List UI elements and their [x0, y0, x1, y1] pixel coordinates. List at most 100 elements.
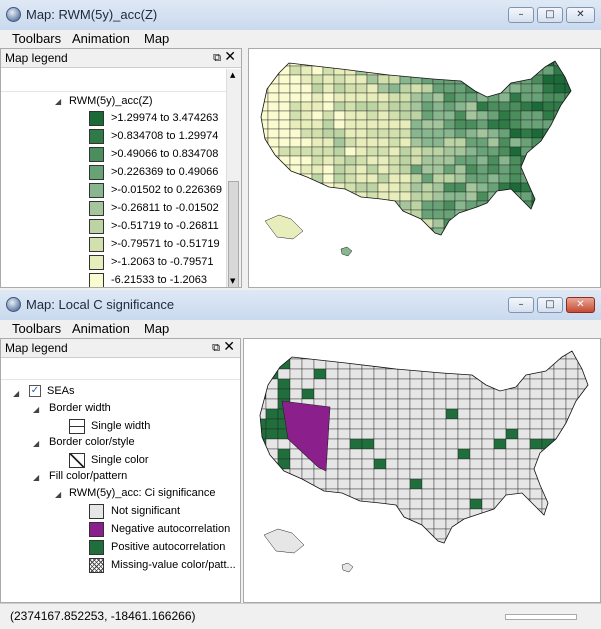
region-cell — [517, 408, 531, 420]
expand-triangle-icon[interactable]: ◢ — [33, 439, 40, 448]
close-icon[interactable]: ✕ — [223, 339, 235, 355]
region-cell — [301, 528, 315, 540]
region-cell — [564, 65, 571, 76]
legend-swatch — [89, 273, 104, 287]
close-icon[interactable]: ✕ — [224, 49, 236, 65]
region-cell — [377, 164, 390, 175]
region-cell — [553, 538, 567, 543]
region-cell — [517, 388, 531, 400]
region-cell — [421, 191, 434, 202]
expand-triangle-icon[interactable]: ◢ — [33, 405, 40, 414]
region-cell — [509, 182, 522, 193]
region-cell — [443, 146, 456, 157]
region-cell — [421, 388, 435, 400]
region-cell — [432, 119, 445, 130]
region-cell — [493, 408, 507, 420]
region-cell — [356, 237, 367, 246]
region-cell — [322, 83, 335, 94]
region-cell — [476, 182, 489, 193]
region-cell — [355, 101, 368, 112]
region-cell — [399, 137, 412, 148]
region-cell — [333, 92, 346, 103]
region-cell — [481, 368, 495, 380]
region-cell — [590, 419, 601, 429]
border-width-swatch — [69, 419, 85, 434]
close-button[interactable]: ✕ — [566, 7, 595, 23]
region-cell — [325, 508, 339, 520]
region-cell — [397, 378, 411, 390]
region-cell — [325, 518, 339, 530]
maximize-button[interactable]: □ — [537, 297, 563, 313]
region-cell — [289, 191, 302, 202]
title-bar[interactable]: Map: RWM(5y)_acc(Z) – □ ✕ — [0, 0, 601, 31]
menu-map[interactable]: Map — [144, 31, 170, 46]
region-cell — [301, 368, 315, 380]
region-cell — [509, 65, 522, 76]
region-cell — [409, 358, 423, 370]
region-cell — [510, 237, 521, 246]
region-cell — [565, 368, 579, 380]
region-cell — [531, 61, 544, 67]
dock-icon[interactable]: ⧉ — [212, 341, 220, 354]
menu-map[interactable]: Map — [144, 321, 170, 336]
region-cell — [505, 538, 519, 543]
map-canvas[interactable] — [248, 48, 601, 288]
scroll-thumb[interactable] — [228, 181, 239, 287]
region-cell — [465, 155, 478, 166]
minimize-button[interactable]: – — [508, 297, 534, 313]
maximize-button[interactable]: □ — [537, 7, 563, 23]
region-cell — [313, 488, 327, 500]
map-canvas[interactable] — [243, 338, 601, 603]
menu-animation[interactable]: Animation — [72, 31, 130, 46]
expand-triangle-icon[interactable]: ◢ — [13, 389, 20, 398]
region-cell — [366, 209, 379, 220]
region-cell — [553, 164, 566, 175]
title-bar[interactable]: Map: Local C significance – □ ✕ — [0, 290, 601, 321]
expand-triangle-icon[interactable]: ◢ — [33, 473, 40, 482]
region-cell — [355, 110, 368, 121]
region-cell — [505, 358, 519, 370]
region-cell — [564, 137, 571, 148]
close-button[interactable]: ✕ — [566, 297, 595, 313]
region-cell — [261, 92, 269, 103]
legend-scrollbar[interactable]: ▲ ▼ — [226, 69, 241, 287]
region-cell — [432, 92, 445, 103]
region-cell — [300, 227, 313, 235]
region-cell — [289, 83, 302, 94]
region-cell — [481, 448, 495, 460]
region-cell — [505, 418, 519, 430]
region-cell — [421, 65, 434, 76]
scroll-down-icon[interactable]: ▼ — [230, 277, 236, 285]
region-cell — [410, 182, 423, 193]
minimize-button[interactable]: – — [508, 7, 534, 23]
region-cell — [322, 218, 335, 229]
region-cell — [311, 110, 324, 121]
region-cell — [349, 368, 363, 380]
map-legend-panel: Map legend ⧉ ✕ ◢ RWM(5y)_acc(Z) >1.29974… — [0, 48, 242, 288]
menu-toolbars[interactable]: Toolbars — [12, 321, 62, 336]
region-cell — [476, 137, 489, 148]
region-cell — [337, 508, 351, 520]
dock-icon[interactable]: ⧉ — [213, 51, 221, 64]
region-cell — [410, 146, 423, 157]
region-cell — [267, 65, 280, 76]
region-cell — [476, 110, 489, 121]
region-cell — [487, 146, 500, 157]
region-cell — [481, 358, 495, 370]
region-cell — [344, 101, 357, 112]
hawaii-region — [340, 246, 353, 257]
region-cell — [553, 182, 566, 193]
expand-triangle-icon[interactable]: ◢ — [55, 97, 62, 106]
scroll-up-icon[interactable]: ▲ — [230, 71, 236, 79]
region-cell — [520, 218, 533, 229]
region-cell — [313, 508, 327, 520]
region-cell — [388, 173, 401, 184]
expand-triangle-icon[interactable]: ◢ — [55, 490, 62, 499]
menu-animation[interactable]: Animation — [72, 321, 130, 336]
region-cell — [261, 137, 269, 148]
menu-toolbars[interactable]: Toolbars — [12, 31, 62, 46]
region-cell — [505, 388, 519, 400]
region-cell — [476, 173, 489, 184]
legend-swatch — [89, 255, 104, 270]
layer-checkbox[interactable]: ✓ — [29, 385, 41, 397]
